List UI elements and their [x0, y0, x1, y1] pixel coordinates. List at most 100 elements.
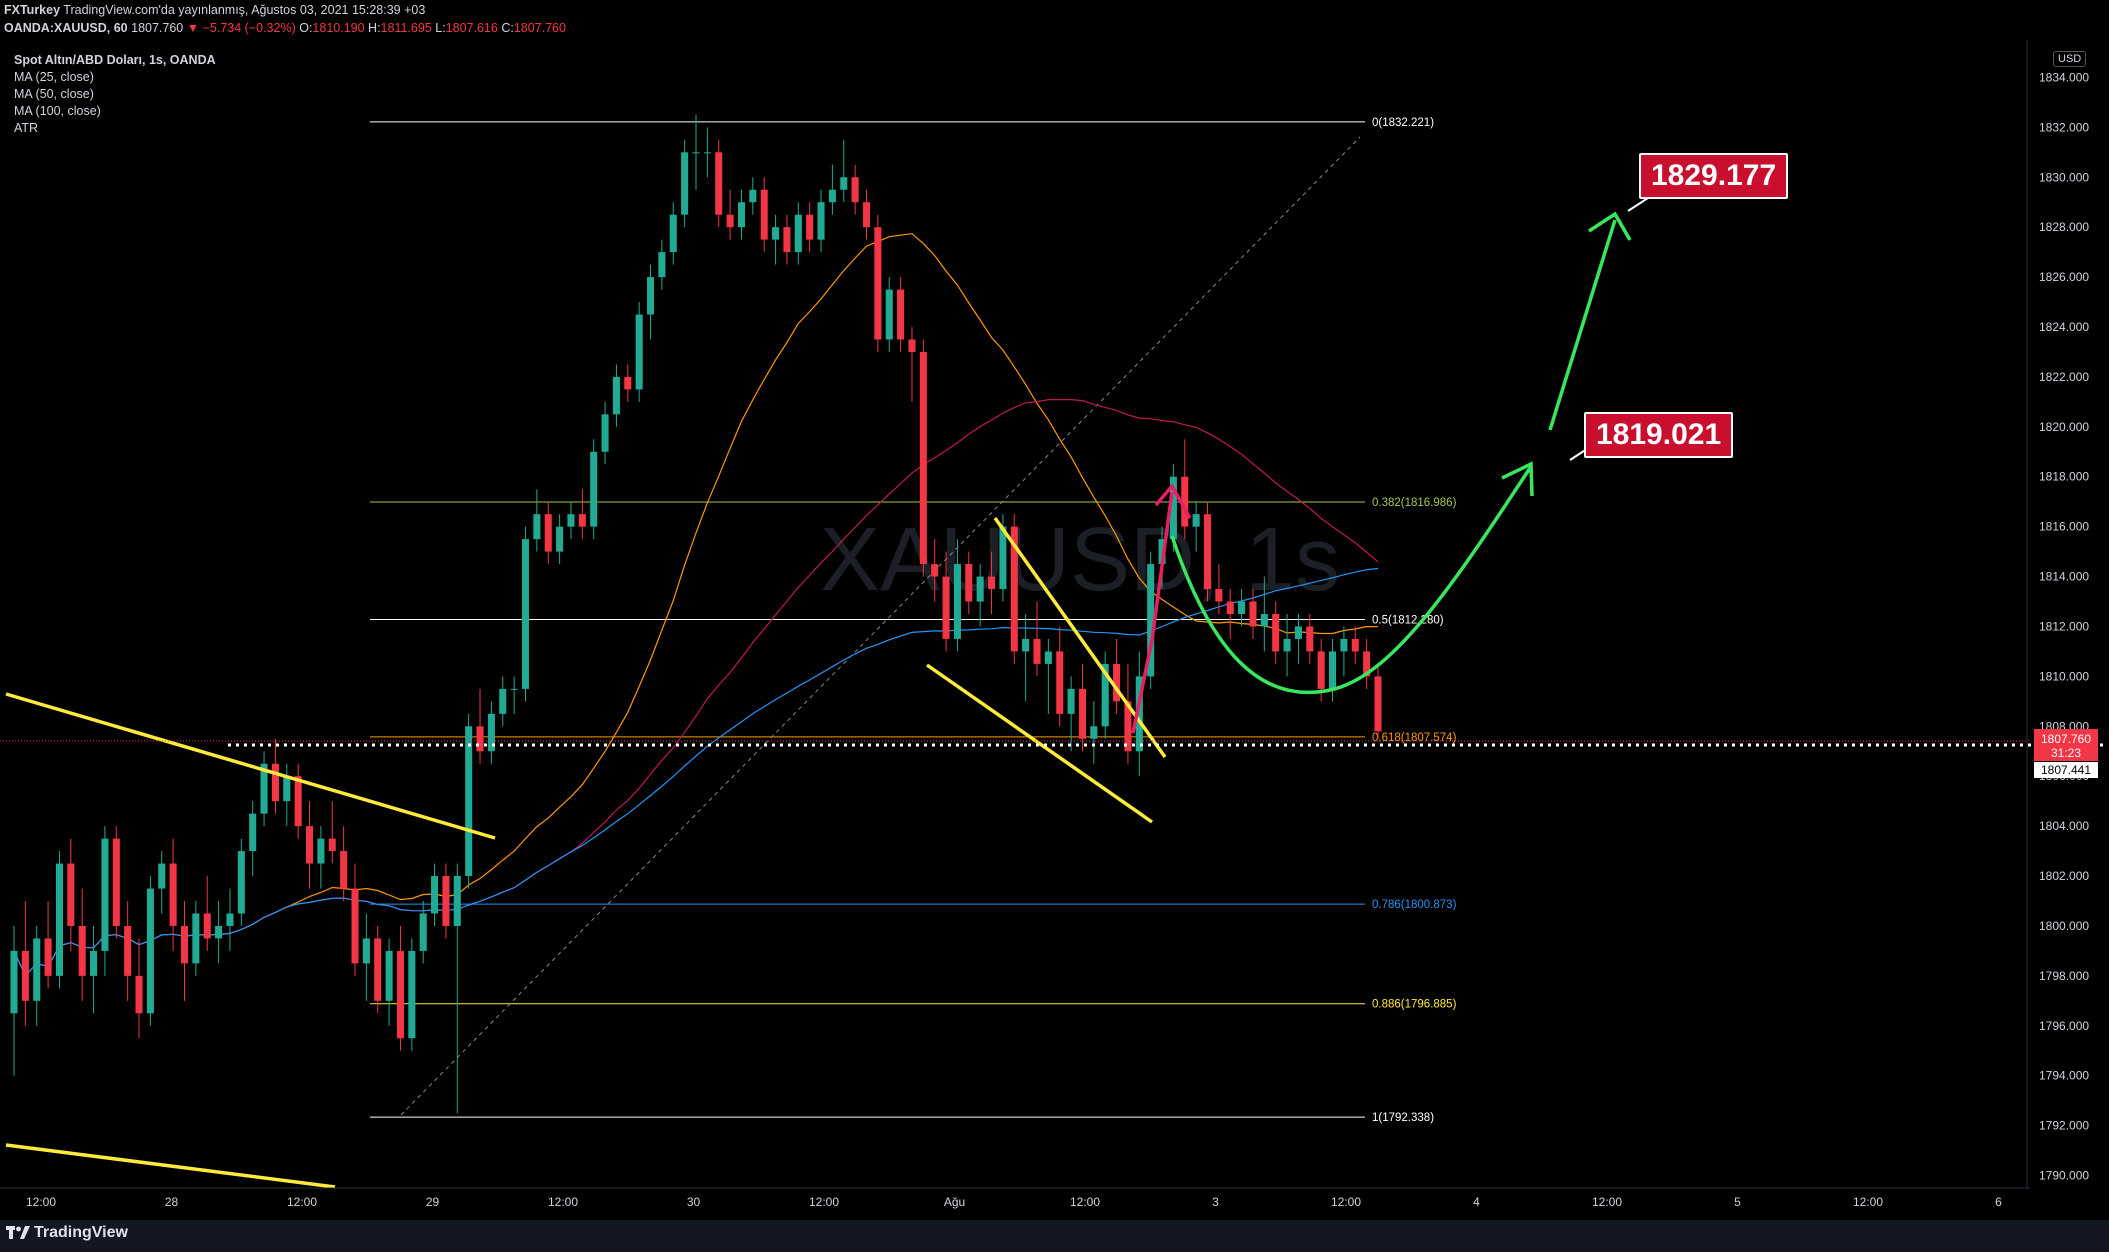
- legend-title[interactable]: Spot Altın/ABD Doları, 1s, OANDA: [14, 53, 216, 67]
- fib-level-label: 0(1832.221): [1372, 117, 1434, 129]
- price-tick-label: 1792.000: [2039, 1119, 2089, 1133]
- author-name[interactable]: FXTurkey: [4, 3, 61, 17]
- countdown-badge: 31:23: [2051, 746, 2081, 760]
- candle-body: [1294, 626, 1302, 639]
- time-tick-label: Ağu: [944, 1195, 965, 1209]
- candle-body: [33, 938, 41, 1001]
- candle-body: [1158, 539, 1166, 565]
- time-tick-label: 12:00: [1070, 1195, 1100, 1209]
- candle-body: [737, 202, 745, 228]
- candle-body: [169, 863, 177, 926]
- candle-body: [794, 214, 802, 253]
- candle-body: [90, 950, 98, 976]
- candle-body: [362, 938, 370, 964]
- last-value: 1807.760: [131, 21, 184, 35]
- candle-body: [44, 938, 52, 976]
- candle-body: [112, 838, 120, 926]
- trendline-lower-left: [5, 1143, 336, 1189]
- candle-body: [749, 189, 757, 203]
- candle-body: [10, 950, 18, 1014]
- candle-body: [772, 227, 780, 240]
- candle-body: [1078, 688, 1086, 739]
- price-badges: 1807.760 31:23 1807.441: [2034, 729, 2098, 778]
- candle-body: [453, 876, 461, 926]
- time-tick-label: 12:00: [548, 1195, 578, 1209]
- candle-body: [647, 277, 655, 315]
- candle-body: [1260, 614, 1268, 627]
- fib-level-label: 1(1792.338): [1372, 1112, 1434, 1124]
- candle-body: [931, 564, 939, 577]
- target-callout-2[interactable]: 1829.177: [1639, 153, 1789, 199]
- candle-body: [590, 451, 598, 527]
- trendlines[interactable]: [5, 516, 1167, 1189]
- legend-ma50[interactable]: MA (50, close): [14, 87, 94, 101]
- candle-body: [271, 763, 279, 802]
- high-label: H:: [368, 21, 381, 35]
- candle-body: [226, 913, 234, 926]
- candle-body: [1067, 688, 1075, 714]
- candle-body: [1351, 638, 1359, 652]
- candle-body: [635, 314, 643, 390]
- candle-body: [431, 876, 439, 914]
- candle-body: [476, 726, 484, 752]
- candle-body: [215, 925, 223, 939]
- price-tick-label: 1834.000: [2039, 70, 2089, 84]
- close-value: 1807.760: [513, 21, 566, 35]
- candle-body: [294, 776, 302, 827]
- time-tick-label: 12:00: [1853, 1195, 1883, 1209]
- candle-body: [828, 189, 836, 203]
- candle-body: [1090, 726, 1098, 739]
- candle-body: [612, 376, 620, 415]
- candle-body: [283, 776, 291, 802]
- candle-body: [465, 726, 473, 877]
- candle-body: [1374, 676, 1382, 732]
- candle-body: [1363, 651, 1371, 677]
- candle-body: [1203, 514, 1212, 590]
- candle-body: [374, 938, 382, 1001]
- tradingview-logo-icon: [6, 1226, 30, 1240]
- candle-body: [510, 688, 518, 690]
- fib-level-label: 0.786(1800.873): [1372, 899, 1457, 911]
- candle-body: [544, 514, 552, 552]
- candle-body: [624, 376, 632, 390]
- time-tick-label: 12:00: [809, 1195, 839, 1209]
- candle-body: [351, 888, 359, 964]
- candle-body: [78, 925, 86, 976]
- trendline-upper-left: [5, 692, 496, 840]
- time-axis[interactable]: 12:00 28 12:00 29 12:00 30 12:00 Ağu 12:00 3 12:00…: [26, 1195, 2002, 1209]
- candle-body: [840, 177, 848, 190]
- price-axis[interactable]: 1834.000 1832.000 1830.000 1828.000 1826.000…: [2039, 70, 2089, 1182]
- price-tick-label: 1820.000: [2039, 420, 2089, 434]
- target-callout-1[interactable]: 1819.021: [1584, 412, 1734, 458]
- fibonacci-retracement[interactable]: 0(1832.221) 0.382(1816.986) 0.5(1812.280) 0…: [370, 117, 1457, 1124]
- candle-body: [1249, 601, 1257, 627]
- candle-body: [533, 514, 541, 540]
- candle-body: [1226, 601, 1234, 614]
- candlesticks[interactable]: [10, 114, 1382, 1114]
- candle-body: [1283, 638, 1291, 652]
- candle-body: [1329, 651, 1337, 689]
- candle-body: [669, 214, 677, 253]
- legend-atr[interactable]: ATR: [14, 121, 39, 135]
- legend-ma100[interactable]: MA (100, close): [14, 104, 101, 118]
- candle-body: [885, 289, 893, 340]
- legend-ma25[interactable]: MA (25, close): [14, 70, 94, 84]
- candle-body: [760, 189, 768, 240]
- forecast-path: [1170, 211, 1632, 695]
- candle-body: [1169, 476, 1177, 540]
- currency-badge[interactable]: USD: [2053, 51, 2087, 67]
- wedge-lower-line: [925, 663, 1154, 824]
- candle-body: [328, 838, 336, 852]
- price-tick-label: 1796.000: [2039, 1019, 2089, 1033]
- time-tick-label: 12:00: [287, 1195, 317, 1209]
- ohlc-line: OANDA:XAUUSD, 60 1807.760 ▼ −5.734 (−0.3…: [4, 21, 566, 35]
- candle-body: [817, 202, 825, 240]
- candle-body: [874, 227, 882, 340]
- tradingview-logo[interactable]: TradingView: [6, 1224, 128, 1242]
- candle-body: [988, 576, 996, 590]
- tradingview-brand: TradingView: [34, 1224, 128, 1241]
- candle-body: [1010, 526, 1018, 652]
- candle-body: [556, 526, 564, 552]
- time-tick-label: 29: [426, 1195, 440, 1209]
